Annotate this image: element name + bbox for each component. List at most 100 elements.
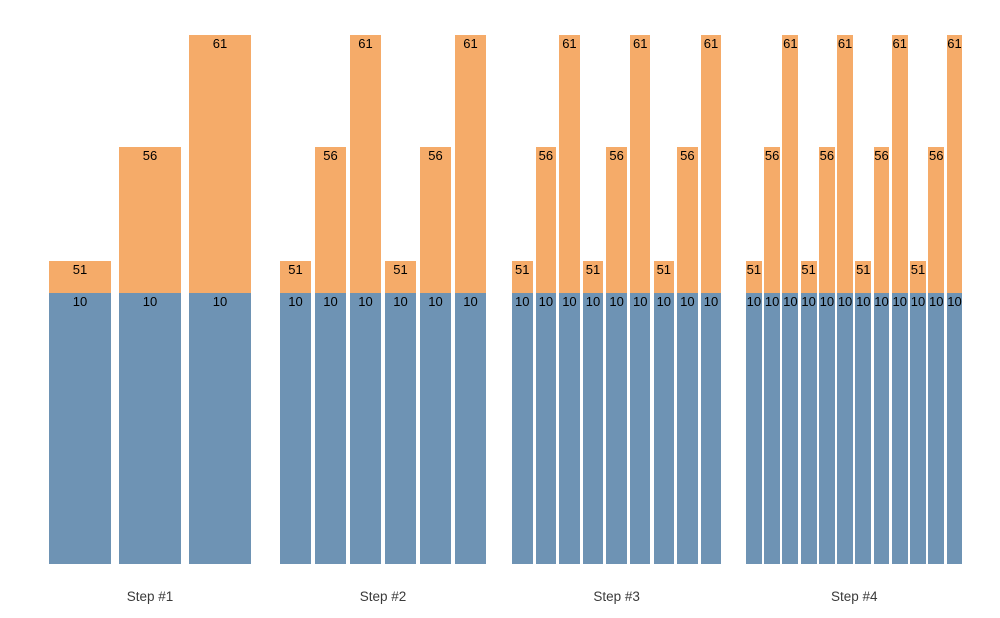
bar-segment-base: 10 bbox=[582, 293, 604, 564]
bar-segment-top: 61 bbox=[891, 35, 908, 293]
stacked-bar: 51 10 bbox=[910, 261, 926, 564]
bar-segment-top-value: 61 bbox=[358, 36, 373, 51]
bar-segment-base-value: 10 bbox=[142, 294, 158, 309]
bar-segment-top-value: 51 bbox=[393, 262, 408, 277]
bar-segment-base-value: 10 bbox=[538, 294, 554, 309]
bar-segment-top: 61 bbox=[946, 35, 963, 293]
bar-segment-top-value: 61 bbox=[632, 36, 648, 51]
bar-segment-base: 10 bbox=[818, 293, 835, 564]
bar-segment-top-value: 56 bbox=[819, 148, 835, 163]
bar-group-step-1: 51 10 56 10 61 10 bbox=[49, 35, 251, 564]
stacked-bar: 51 10 bbox=[280, 261, 311, 564]
bar-segment-base-value: 10 bbox=[801, 294, 816, 309]
bar-segment-base: 10 bbox=[512, 293, 533, 564]
bar-segment-top: 51 bbox=[280, 261, 311, 293]
bar-segment-top-value: 56 bbox=[764, 148, 780, 163]
stacked-bar: 56 10 bbox=[677, 147, 698, 564]
bar-segment-base: 10 bbox=[873, 293, 890, 564]
bar-segment-base-value: 10 bbox=[562, 294, 577, 309]
bar-segment-base-value: 10 bbox=[856, 294, 871, 309]
stacked-bar: 51 10 bbox=[800, 261, 817, 564]
step-label-4: Step #4 bbox=[830, 589, 878, 604]
bar-segment-top: 51 bbox=[910, 261, 926, 293]
bar-segment-top-value: 61 bbox=[703, 36, 719, 51]
bar-segment-top-value: 56 bbox=[680, 148, 695, 163]
bar-segment-base-value: 10 bbox=[656, 294, 672, 309]
bar-segment-top-value: 51 bbox=[910, 262, 926, 277]
bar-segment-base-value: 10 bbox=[819, 294, 835, 309]
stacked-bar: 61 10 bbox=[891, 35, 908, 564]
bar-segment-top: 61 bbox=[700, 35, 722, 293]
bar-segment-top: 56 bbox=[315, 147, 346, 293]
stacked-bar: 61 10 bbox=[700, 35, 722, 564]
bar-segment-base: 10 bbox=[49, 293, 111, 564]
bar-segment-top-value: 56 bbox=[874, 148, 889, 163]
bar-segment-base-value: 10 bbox=[323, 294, 338, 309]
bar-segment-top-value: 51 bbox=[515, 262, 530, 277]
stacked-bar: 61 10 bbox=[629, 35, 651, 564]
bar-segment-top: 56 bbox=[119, 147, 181, 293]
stacked-bar: 61 10 bbox=[946, 35, 963, 564]
bar-segment-base-value: 10 bbox=[609, 294, 624, 309]
bar-segment-base: 10 bbox=[800, 293, 817, 564]
bar-segment-base: 10 bbox=[764, 293, 781, 564]
bar-segment-base-value: 10 bbox=[703, 294, 719, 309]
bar-segment-base: 10 bbox=[119, 293, 181, 564]
bar-segment-base-value: 10 bbox=[358, 294, 373, 309]
bar-segment-base: 10 bbox=[559, 293, 580, 564]
stacked-bar: 51 10 bbox=[582, 261, 604, 564]
bar-segment-top: 56 bbox=[677, 147, 698, 293]
bar-segment-base: 10 bbox=[629, 293, 651, 564]
stacked-bar: 56 10 bbox=[928, 147, 945, 564]
bar-segment-base: 10 bbox=[891, 293, 908, 564]
stacked-bar: 56 10 bbox=[818, 147, 835, 564]
step-label-1: Step #1 bbox=[126, 589, 174, 604]
bar-segment-top-value: 56 bbox=[609, 148, 624, 163]
bar-segment-base: 10 bbox=[855, 293, 872, 564]
stacked-bar: 56 10 bbox=[873, 147, 890, 564]
bar-segment-top: 51 bbox=[800, 261, 817, 293]
bar-segment-top-value: 56 bbox=[538, 148, 554, 163]
bar-segment-base-value: 10 bbox=[892, 294, 907, 309]
bar-segment-top-value: 61 bbox=[837, 36, 853, 51]
bar-segment-base-value: 10 bbox=[72, 294, 88, 309]
bar-segment-base: 10 bbox=[746, 293, 762, 564]
bar-segment-top-value: 61 bbox=[892, 36, 907, 51]
bar-segment-top: 51 bbox=[855, 261, 872, 293]
bar-segment-top: 61 bbox=[189, 35, 251, 293]
stacked-bar: 51 10 bbox=[746, 261, 762, 564]
bar-segment-top: 56 bbox=[873, 147, 890, 293]
bar-segment-top: 51 bbox=[385, 261, 416, 293]
bar-segment-base-value: 10 bbox=[746, 294, 762, 309]
bar-segment-top: 56 bbox=[420, 147, 451, 293]
bar-segment-top-value: 51 bbox=[585, 262, 601, 277]
bar-segment-base: 10 bbox=[350, 293, 381, 564]
bar-segment-top-value: 61 bbox=[463, 36, 478, 51]
bar-segment-base-value: 10 bbox=[515, 294, 530, 309]
bar-segment-top: 51 bbox=[512, 261, 533, 293]
bar-segment-top: 56 bbox=[818, 147, 835, 293]
bar-segment-top: 61 bbox=[782, 35, 799, 293]
stacked-bar: 56 10 bbox=[420, 147, 451, 564]
bar-segment-base: 10 bbox=[946, 293, 963, 564]
bar-segment-base-value: 10 bbox=[632, 294, 648, 309]
bar-segment-top-value: 56 bbox=[142, 148, 158, 163]
bar-segment-top-value: 61 bbox=[562, 36, 577, 51]
bar-segment-top: 61 bbox=[455, 35, 486, 293]
bar-segment-top: 61 bbox=[559, 35, 580, 293]
stacked-bar: 51 10 bbox=[512, 261, 533, 564]
stacked-bar: 61 10 bbox=[782, 35, 799, 564]
bar-segment-base-value: 10 bbox=[393, 294, 408, 309]
bar-segment-top: 56 bbox=[764, 147, 781, 293]
bar-segment-base: 10 bbox=[535, 293, 557, 564]
bar-segment-top-value: 61 bbox=[947, 36, 962, 51]
bar-segment-base: 10 bbox=[910, 293, 926, 564]
bar-segment-base: 10 bbox=[700, 293, 722, 564]
stacked-bar: 56 10 bbox=[606, 147, 627, 564]
bar-segment-base-value: 10 bbox=[837, 294, 853, 309]
bar-group-step-4: 51 10 56 10 61 10 51 10 56 10 61 10 51 10 56 10 61 10 51 10… bbox=[746, 35, 963, 564]
bar-segment-base: 10 bbox=[653, 293, 675, 564]
stacked-bar: 61 10 bbox=[350, 35, 381, 564]
bar-segment-top: 51 bbox=[49, 261, 111, 293]
